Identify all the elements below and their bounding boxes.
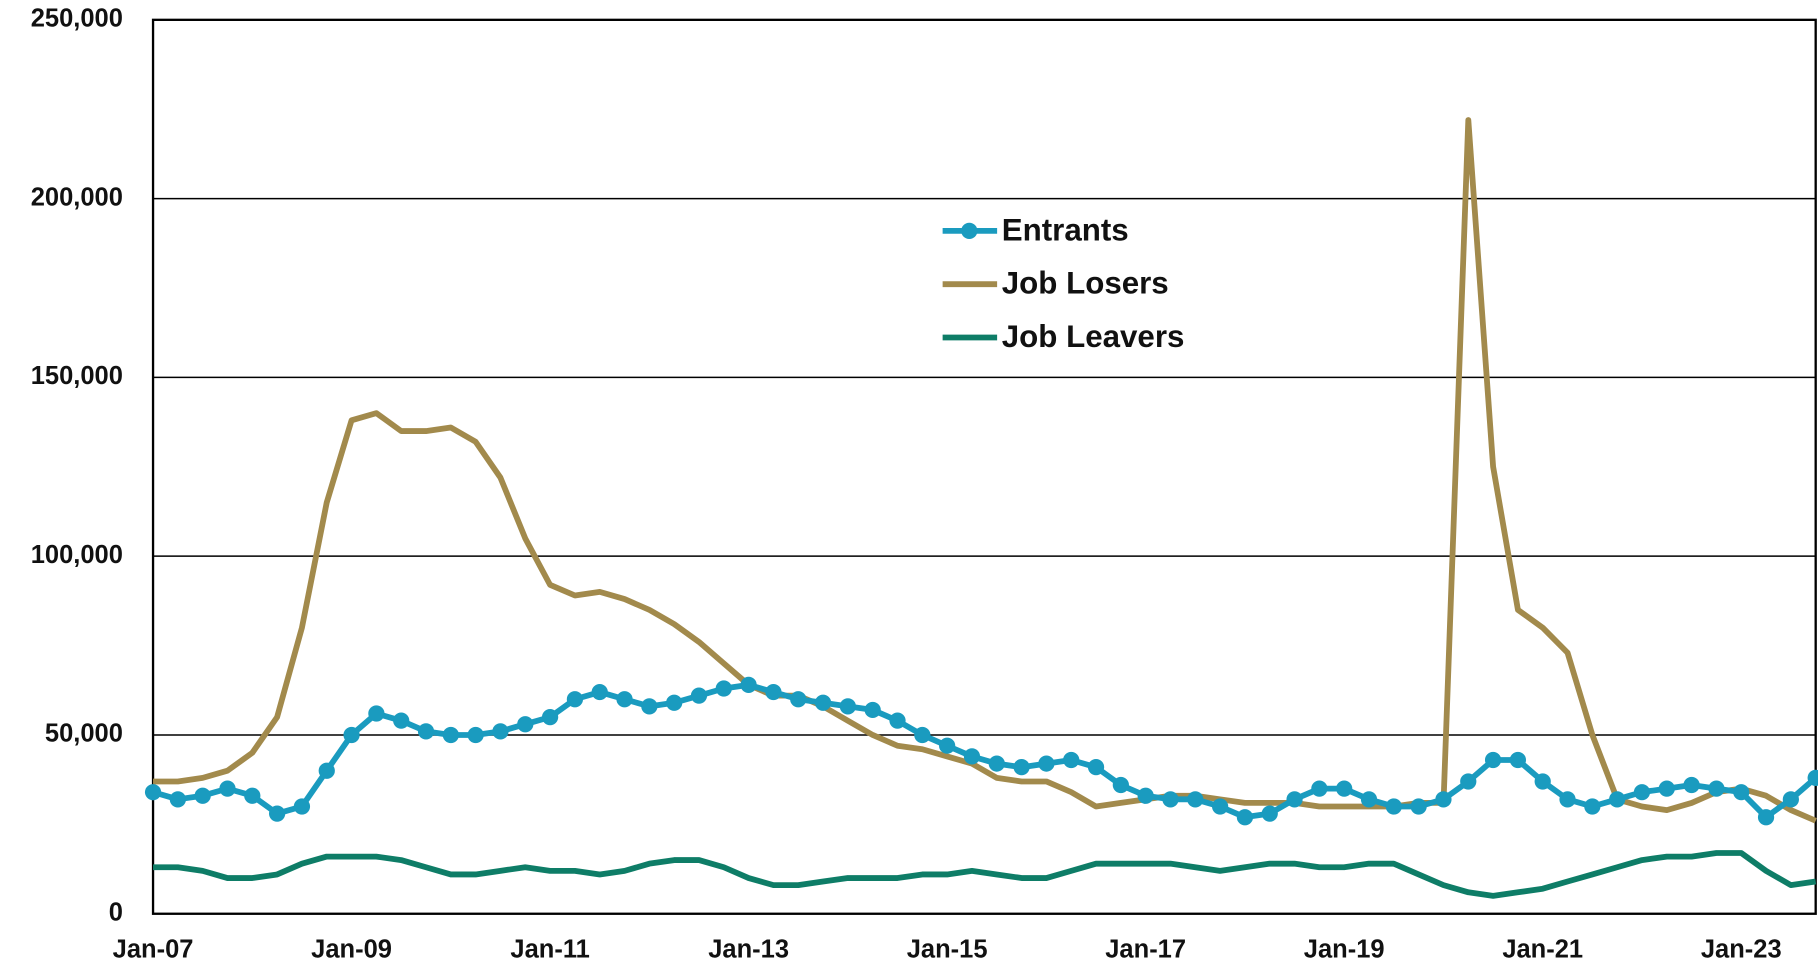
data-point [1782,791,1799,808]
legend-label: Job Losers [1002,266,1169,301]
y-tick-label: 150,000 [31,362,123,390]
y-tick-label: 200,000 [31,183,123,211]
data-point [889,712,906,729]
y-tick-label: 250,000 [31,5,123,33]
data-point [1460,773,1477,790]
data-point [1609,791,1626,808]
data-point [864,701,881,719]
data-point [1038,755,1055,772]
data-point [666,694,683,711]
data-point [939,737,956,754]
legend-label: Entrants [1002,212,1129,247]
data-point [244,787,261,804]
data-point [1311,780,1328,797]
data-point [641,698,658,715]
y-tick-label: 100,000 [31,541,123,569]
x-tick-label: Jan-19 [1304,936,1385,964]
data-point [194,787,211,804]
data-point [1733,784,1750,801]
data-point [914,726,931,744]
data-point [1063,751,1080,769]
data-point [393,712,410,729]
data-point [517,716,534,733]
data-point [1211,798,1229,815]
data-point [1236,809,1254,826]
data-point [1385,798,1402,815]
data-point [1187,791,1204,808]
data-point [1087,759,1105,776]
data-point [1435,791,1452,808]
data-point [740,676,757,694]
data-point [1633,784,1651,801]
data-point [1683,776,1700,794]
legend-marker [961,222,978,239]
data-point [1112,776,1129,794]
x-tick-label: Jan-23 [1701,936,1782,964]
data-point [839,698,856,715]
data-point [690,687,708,704]
data-point [1013,759,1030,776]
data-point [790,691,807,708]
data-point [988,755,1005,772]
data-point [1559,791,1576,808]
data-point [269,805,286,822]
series-line [153,850,1817,899]
y-tick-label: 50,000 [45,720,123,748]
series-line [153,117,1817,824]
data-point [1286,791,1303,808]
data-point [492,723,509,740]
x-tick-label: Jan-17 [1105,936,1186,964]
data-point [1534,773,1551,790]
data-point [1757,809,1775,826]
data-point [541,708,559,726]
data-point [343,726,360,744]
data-point [318,762,335,779]
data-point [219,780,236,797]
x-tick-label: Jan-21 [1502,936,1583,964]
data-point [1137,787,1154,804]
x-tick-label: Jan-15 [907,936,988,964]
data-point [169,791,186,808]
data-point [963,748,981,765]
data-point [1162,791,1179,808]
data-point [467,726,484,744]
data-point [417,723,435,740]
data-point [1509,751,1527,769]
data-point [144,784,162,801]
data-point [591,683,608,701]
data-point [1261,805,1278,822]
x-tick-label: Jan-09 [311,936,392,964]
data-point [1484,751,1502,769]
data-point [1336,780,1353,797]
data-point [368,705,385,722]
data-point [715,680,732,697]
x-tick-label: Jan-13 [708,936,789,964]
data-point [566,691,584,708]
x-tick-label: Jan-11 [510,936,589,964]
data-point [293,798,311,815]
data-point [1584,798,1601,815]
data-point [1410,798,1427,815]
plot-frame [151,18,1817,915]
x-tick-label: Jan-07 [113,936,194,964]
data-point [1807,769,1818,786]
data-point [616,691,633,708]
data-point [442,726,459,744]
y-tick-label: 0 [109,898,123,926]
data-point [1360,791,1378,808]
data-point [1658,780,1675,797]
data-point [765,683,782,701]
data-point [1708,780,1725,797]
data-point [814,694,832,711]
legend-label: Job Leavers [1002,319,1185,354]
